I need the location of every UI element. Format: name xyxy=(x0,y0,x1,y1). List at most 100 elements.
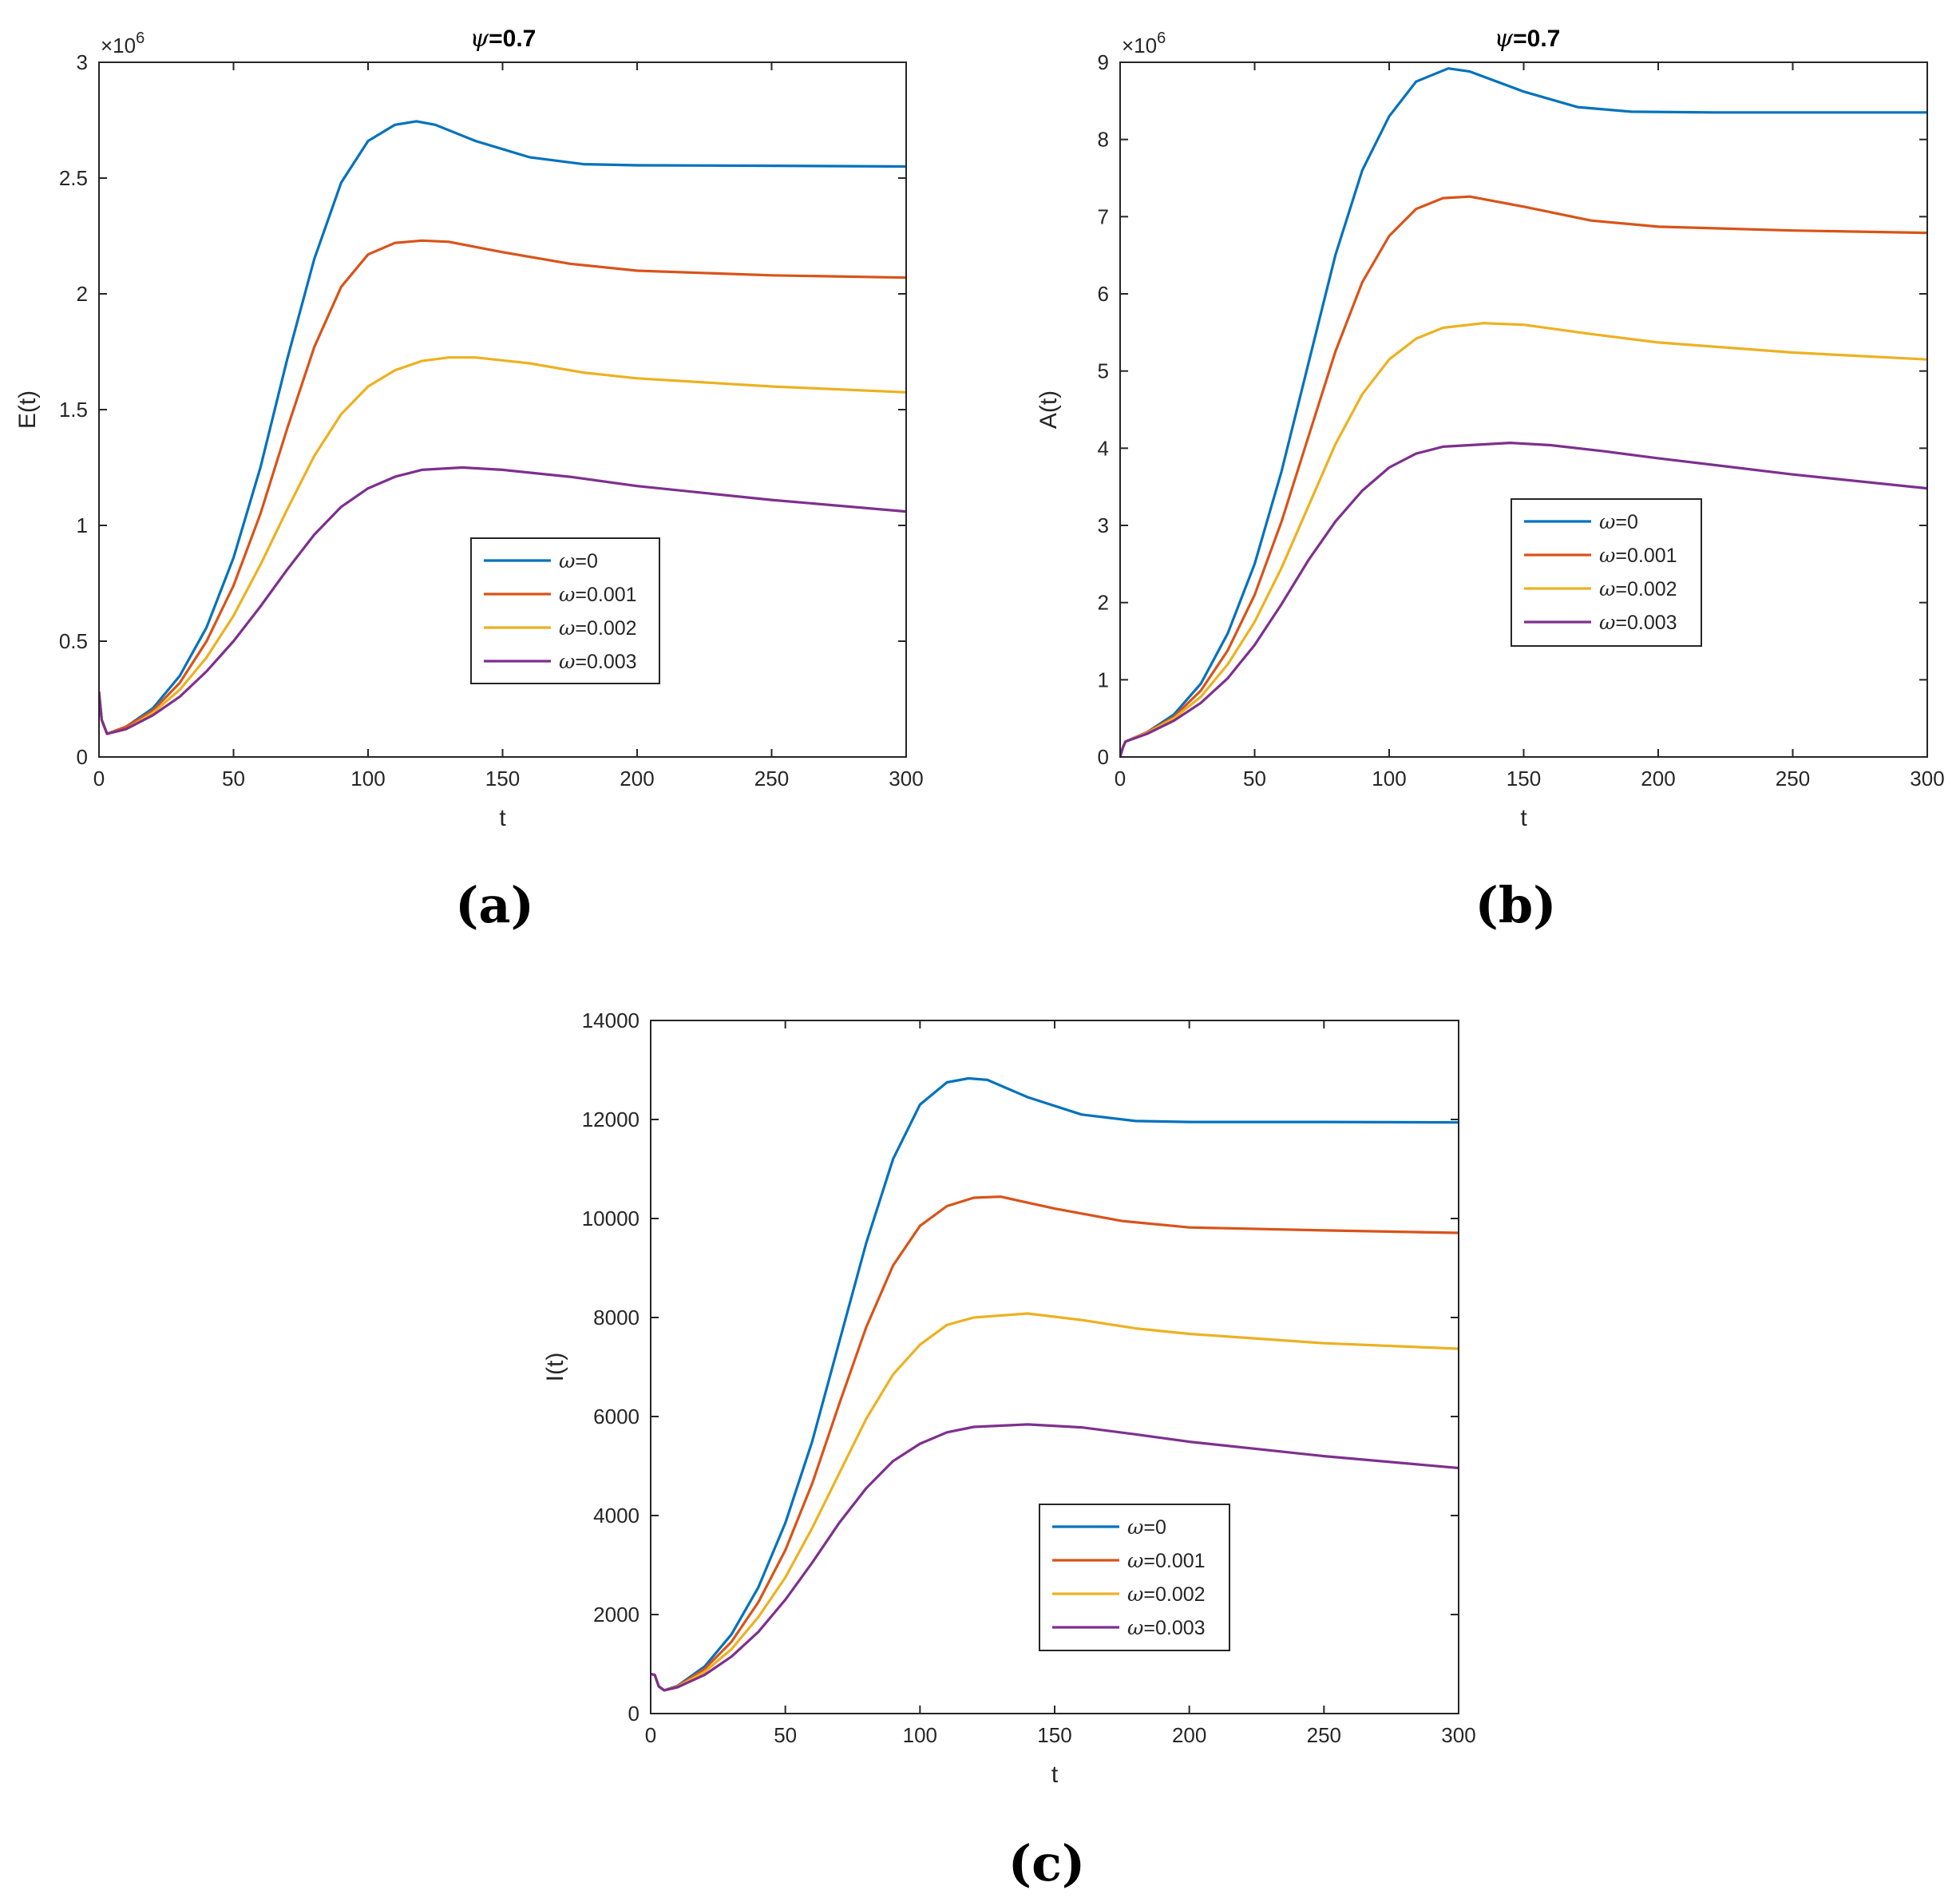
legend-entry-3: ω=0.003 xyxy=(1599,611,1677,634)
x-axis-label: t xyxy=(499,805,506,831)
x-tick-label: 100 xyxy=(903,1723,937,1747)
x-tick-label: 200 xyxy=(620,767,654,791)
legend-box xyxy=(470,537,660,684)
chart-title: ψ=0.7 xyxy=(470,25,537,53)
y-tick-label: 8000 xyxy=(593,1306,639,1329)
y-axis-label: A(t) xyxy=(1035,390,1062,429)
x-tick-label: 100 xyxy=(350,767,385,791)
legend-symbol: ω xyxy=(1599,611,1615,634)
legend-entry-0: ω=0 xyxy=(559,549,598,573)
y-axis-label: E(t) xyxy=(14,390,41,429)
legend-symbol: ω xyxy=(559,616,575,640)
y-tick-label: 10000 xyxy=(582,1207,639,1230)
y-tick-label: 1 xyxy=(1098,668,1109,691)
exponent-base: ×10 xyxy=(101,34,136,57)
y-tick-label: 6000 xyxy=(593,1405,639,1428)
y-tick-label: 7 xyxy=(1098,204,1109,228)
title-symbol: ψ xyxy=(1495,25,1514,53)
y-tick-label: 2 xyxy=(77,282,88,306)
legend-text: =0 xyxy=(1615,511,1638,533)
panel-label: (b) xyxy=(1475,876,1556,934)
x-tick-label: 300 xyxy=(1910,767,1944,791)
chart-title: ψ=0.7 xyxy=(1495,25,1561,53)
x-tick-label: 300 xyxy=(889,767,923,791)
legend-entry-1: ω=0.001 xyxy=(559,583,637,606)
x-tick-label: 200 xyxy=(1641,767,1675,791)
x-tick-label: 0 xyxy=(1115,767,1126,791)
legend-text: =0.003 xyxy=(1615,612,1677,634)
panel-label: (c) xyxy=(1008,1834,1085,1892)
x-tick-label: 300 xyxy=(1441,1723,1475,1747)
legend-symbol: ω xyxy=(1599,544,1615,567)
y-tick-label: 3 xyxy=(77,50,88,74)
y-tick-label: 1 xyxy=(77,513,88,537)
legend-entry-0: ω=0 xyxy=(1599,510,1638,533)
y-tick-label: 2.5 xyxy=(59,166,88,190)
axis-exponent: ×106 xyxy=(1122,30,1166,57)
series-line-3 xyxy=(99,466,906,735)
legend-text: =0.002 xyxy=(1615,578,1677,600)
y-axis-label: I(t) xyxy=(542,1353,568,1382)
x-tick-label: 250 xyxy=(1776,767,1810,791)
x-tick-label: 150 xyxy=(1507,767,1541,791)
legend-symbol: ω xyxy=(1599,510,1615,533)
x-tick-label: 0 xyxy=(645,1723,656,1747)
legend-text: =0.003 xyxy=(575,651,636,673)
legend-symbol: ω xyxy=(1599,577,1615,600)
legend-symbol: ω xyxy=(1127,1616,1143,1639)
y-tick-label: 3 xyxy=(1098,513,1109,537)
legend-symbol: ω xyxy=(1127,1583,1143,1606)
legend-text: =0.001 xyxy=(575,584,636,606)
legend-text: =0 xyxy=(575,550,598,573)
legend-entry-2: ω=0.002 xyxy=(1599,577,1677,600)
legend-symbol: ω xyxy=(559,650,575,673)
y-tick-label: 4000 xyxy=(593,1504,639,1528)
legend-text: =0.001 xyxy=(1615,545,1677,567)
legend-entry-2: ω=0.002 xyxy=(1127,1583,1206,1606)
plot-area xyxy=(1120,62,1927,757)
legend-text: =0.002 xyxy=(1143,1583,1205,1606)
x-tick-label: 50 xyxy=(222,767,245,791)
x-tick-label: 200 xyxy=(1172,1723,1206,1747)
x-tick-label: 150 xyxy=(485,767,520,791)
x-axis-label: t xyxy=(1520,805,1527,831)
series-group xyxy=(99,120,906,735)
y-tick-label: 0 xyxy=(77,745,88,769)
x-tick-label: 50 xyxy=(774,1723,797,1747)
exponent-base: ×10 xyxy=(1122,34,1157,57)
y-tick-label: 12000 xyxy=(582,1108,639,1131)
series-line-3 xyxy=(651,1423,1459,1692)
panel-c: 0 50 100 150 200 250 300 0 2000 4000 6000 8000 10000… xyxy=(542,1008,1476,1892)
y-tick-label: 2000 xyxy=(593,1603,639,1627)
exponent-power: 6 xyxy=(136,30,145,47)
y-tick-label: 14000 xyxy=(582,1008,639,1032)
series-line-1 xyxy=(99,239,906,735)
title-symbol: ψ xyxy=(470,25,489,53)
legend-entry-1: ω=0.001 xyxy=(1127,1549,1206,1572)
legend-symbol: ω xyxy=(559,583,575,606)
y-tick-label: 9 xyxy=(1098,50,1109,74)
y-tick-label: 4 xyxy=(1098,436,1109,460)
series-line-3 xyxy=(1120,442,1927,757)
legend-entry-3: ω=0.003 xyxy=(1127,1616,1206,1639)
y-tick-label: 5 xyxy=(1098,359,1109,383)
y-tick-label: 1.5 xyxy=(59,398,88,422)
axis-exponent: ×106 xyxy=(101,30,145,57)
x-tick-label: 0 xyxy=(93,767,105,791)
legend-entry-3: ω=0.003 xyxy=(559,650,637,673)
title-value: =0.7 xyxy=(489,26,536,52)
series-group xyxy=(651,1076,1459,1692)
legend-text: =0.002 xyxy=(575,617,636,640)
series-group xyxy=(1120,67,1927,757)
panel-label: (a) xyxy=(455,876,534,934)
title-value: =0.7 xyxy=(1513,26,1560,52)
legend-entry-1: ω=0.001 xyxy=(1599,544,1677,567)
y-tick-label: 0 xyxy=(628,1702,639,1726)
x-tick-label: 250 xyxy=(754,767,789,791)
panel-a: 0 50 100 150 200 250 300 0 0.5 1 1.5 2 2.5 3 t E(t) ×106… xyxy=(14,25,924,934)
y-tick-label: 2 xyxy=(1098,591,1109,615)
y-tick-label: 6 xyxy=(1098,282,1109,306)
legend-symbol: ω xyxy=(1127,1516,1143,1539)
